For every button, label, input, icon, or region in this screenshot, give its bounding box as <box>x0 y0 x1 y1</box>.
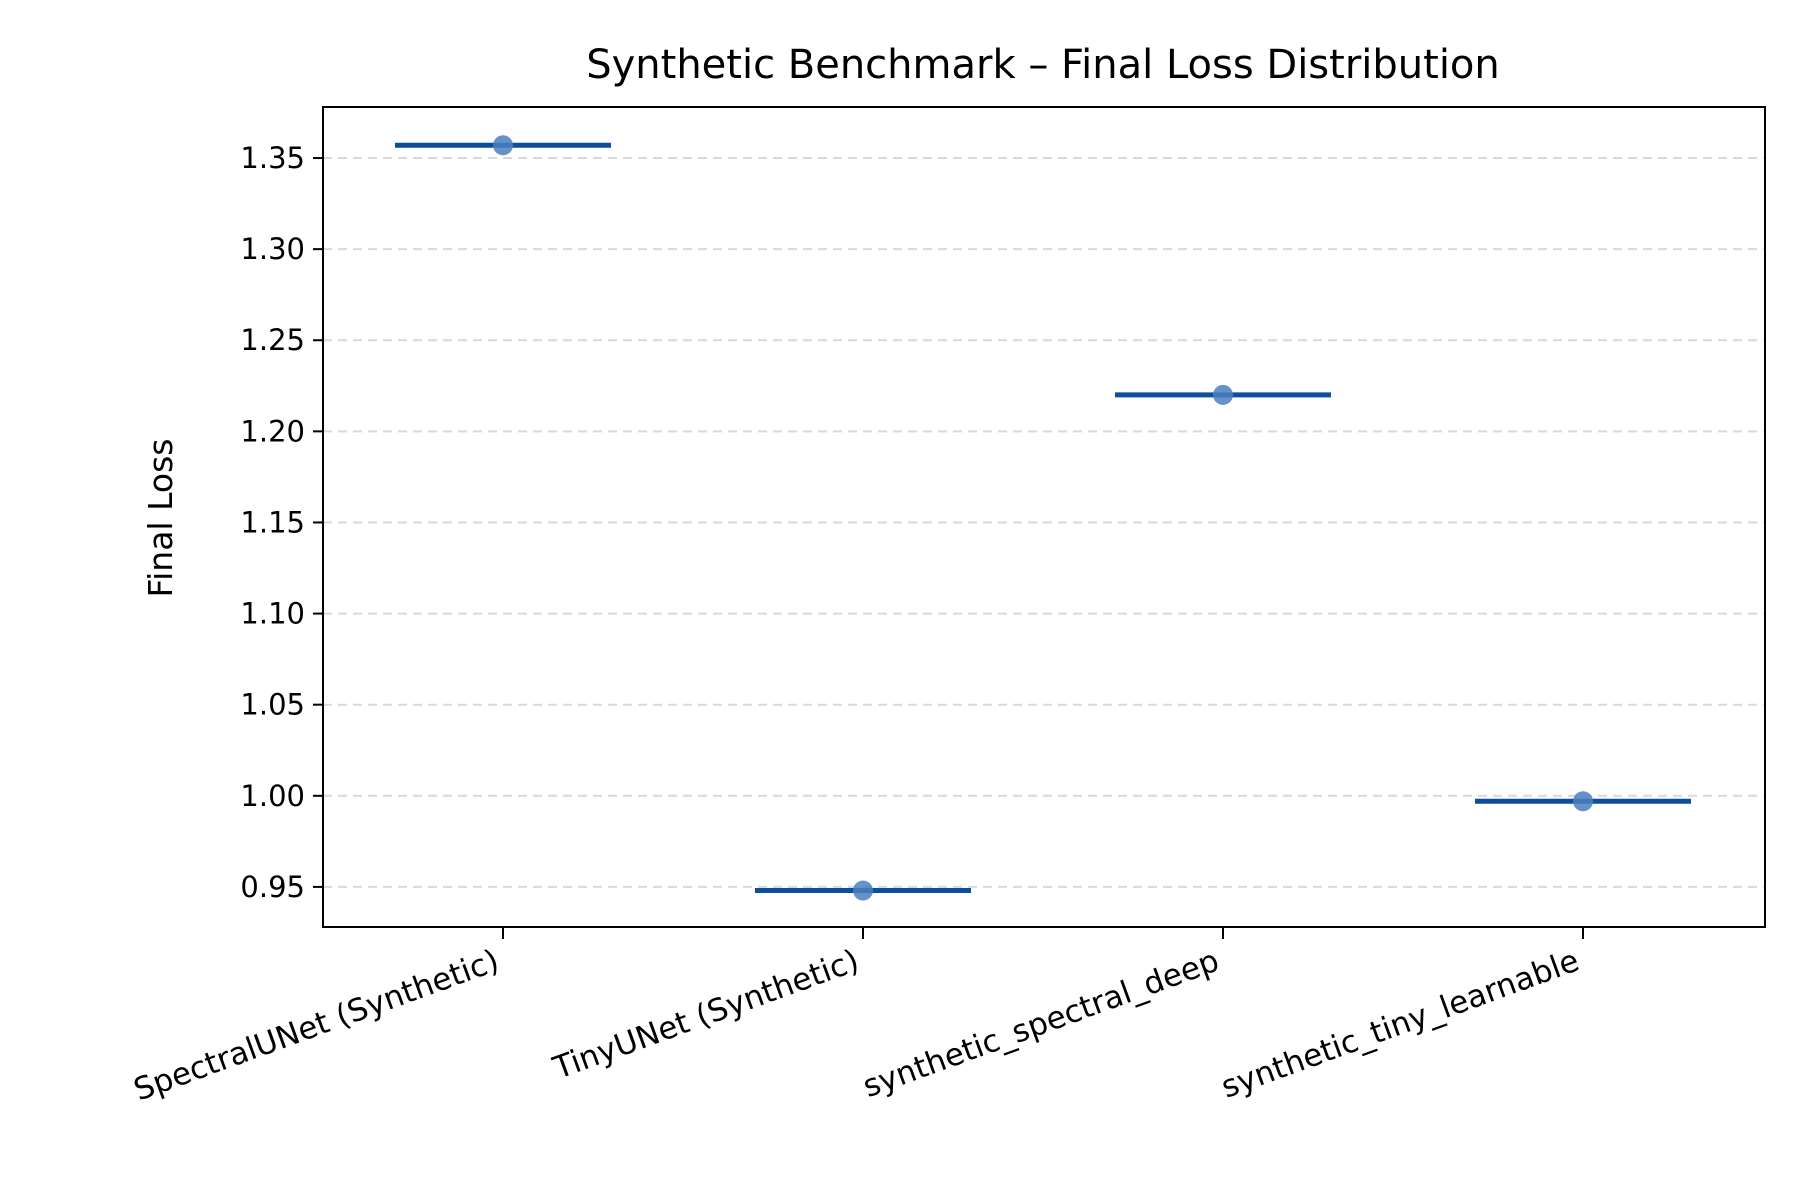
chart-title: Synthetic Benchmark – Final Loss Distrib… <box>586 42 1500 88</box>
data-point <box>1573 791 1593 812</box>
y-tick-label: 1.35 <box>240 141 305 175</box>
y-tick-label: 0.95 <box>240 870 305 904</box>
y-axis-label: Final Loss <box>141 439 180 598</box>
y-tick-label: 1.30 <box>240 232 305 266</box>
grid-lines <box>323 157 1765 888</box>
y-tick-label: 1.15 <box>240 505 305 539</box>
data-point <box>493 135 513 156</box>
y-axis-ticks: 0.95 1.00 1.05 1.10 1.15 1.20 1.25 1.30 1.35 <box>240 141 323 904</box>
y-tick-label: 1.00 <box>240 779 305 813</box>
y-tick-label: 1.25 <box>240 323 305 357</box>
data-marks <box>395 135 1691 901</box>
data-point <box>853 880 873 901</box>
y-tick-label: 1.05 <box>240 688 305 722</box>
data-point <box>1213 384 1233 405</box>
plot-frame <box>322 106 1766 928</box>
y-tick-label: 1.20 <box>240 414 305 448</box>
y-tick-label: 1.10 <box>240 597 305 631</box>
